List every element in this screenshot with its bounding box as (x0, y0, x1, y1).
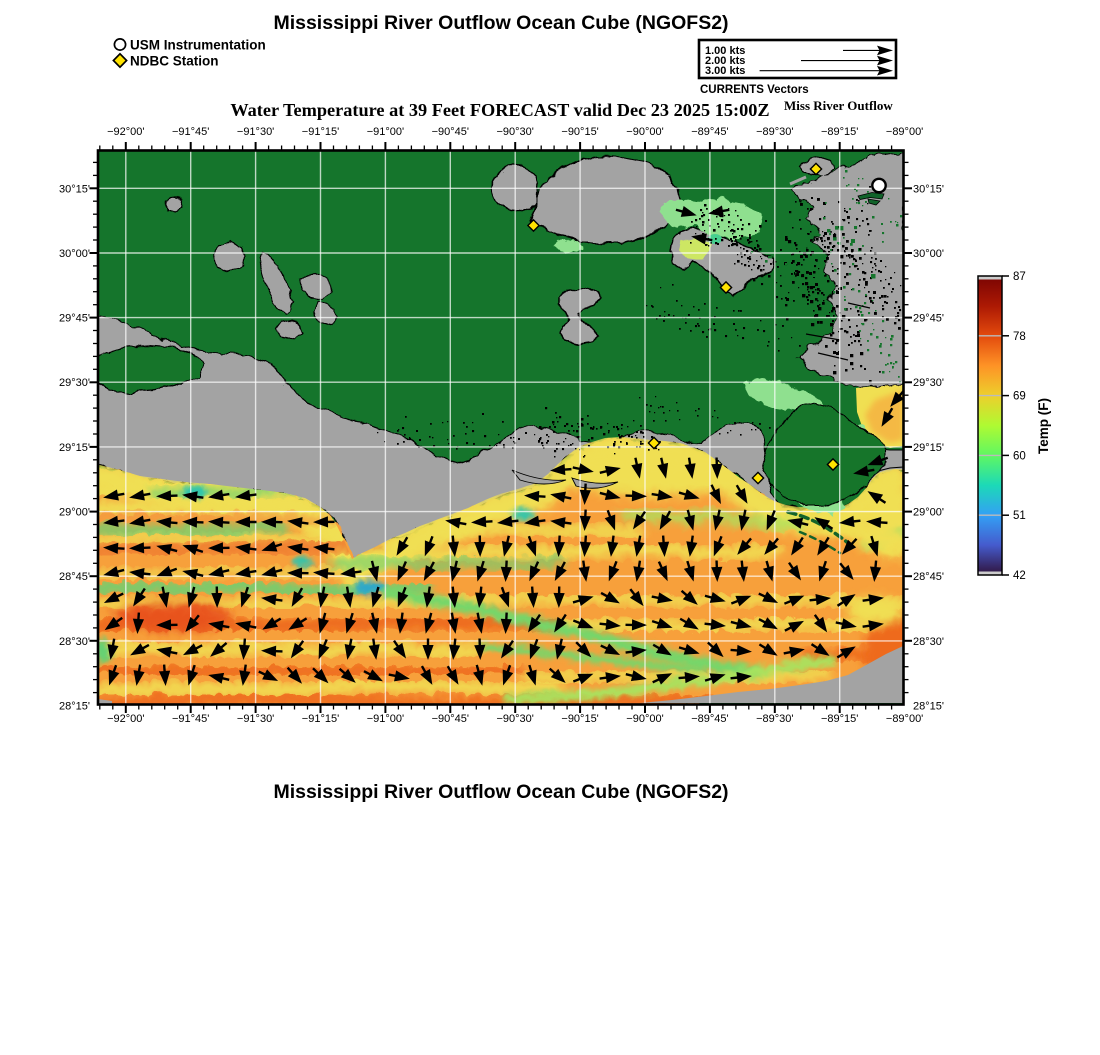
svg-text:30°15': 30°15' (59, 183, 90, 195)
svg-text:−89°45': −89°45' (691, 126, 728, 138)
svg-text:60: 60 (1013, 450, 1026, 462)
svg-text:−90°00': −90°00' (626, 126, 663, 138)
svg-text:28°30': 28°30' (913, 636, 944, 648)
svg-text:28°45': 28°45' (913, 571, 944, 583)
svg-text:29°15': 29°15' (913, 442, 944, 454)
svg-text:−90°45': −90°45' (432, 713, 469, 725)
svg-text:Water Temperature at 39 Feet F: Water Temperature at 39 Feet FORECAST va… (230, 100, 769, 120)
svg-text:−91°30': −91°30' (237, 713, 274, 725)
svg-text:Mississippi River Outflow Ocea: Mississippi River Outflow Ocean Cube (NG… (273, 781, 728, 803)
svg-text:2.00 kts: 2.00 kts (705, 55, 745, 67)
svg-text:−92°00': −92°00' (107, 126, 144, 138)
svg-text:29°30': 29°30' (913, 377, 944, 389)
svg-text:−91°15': −91°15' (302, 713, 339, 725)
svg-text:−91°30': −91°30' (237, 126, 274, 138)
svg-text:−90°00': −90°00' (626, 713, 663, 725)
svg-text:30°00': 30°00' (913, 248, 944, 260)
svg-text:USM Instrumentation: USM Instrumentation (130, 38, 266, 53)
svg-text:−89°00': −89°00' (886, 126, 923, 138)
svg-text:−89°15': −89°15' (821, 713, 858, 725)
svg-text:29°15': 29°15' (59, 442, 90, 454)
svg-text:29°00': 29°00' (913, 507, 944, 519)
svg-text:29°30': 29°30' (59, 377, 90, 389)
svg-text:−91°00': −91°00' (367, 126, 404, 138)
svg-text:28°45': 28°45' (59, 571, 90, 583)
svg-text:Temp (F): Temp (F) (1036, 398, 1051, 454)
svg-text:69: 69 (1013, 391, 1026, 403)
svg-text:1.00 kts: 1.00 kts (705, 45, 745, 57)
svg-text:29°00': 29°00' (59, 507, 90, 519)
svg-text:29°45': 29°45' (913, 313, 944, 325)
svg-text:−91°45': −91°45' (172, 126, 209, 138)
svg-text:−90°30': −90°30' (496, 126, 533, 138)
svg-text:−91°15': −91°15' (302, 126, 339, 138)
svg-text:−90°45': −90°45' (432, 126, 469, 138)
svg-text:28°30': 28°30' (59, 636, 90, 648)
svg-text:29°45': 29°45' (59, 313, 90, 325)
svg-text:28°15': 28°15' (913, 701, 944, 713)
svg-text:NDBC Station: NDBC Station (130, 54, 219, 69)
svg-text:−91°45': −91°45' (172, 713, 209, 725)
svg-text:−90°15': −90°15' (561, 713, 598, 725)
svg-text:−89°30': −89°30' (756, 713, 793, 725)
svg-text:−89°00': −89°00' (886, 713, 923, 725)
svg-text:−92°00': −92°00' (107, 713, 144, 725)
svg-text:78: 78 (1013, 331, 1026, 343)
svg-text:−90°30': −90°30' (496, 713, 533, 725)
svg-text:51: 51 (1013, 510, 1026, 522)
svg-text:30°15': 30°15' (913, 183, 944, 195)
svg-text:Mississippi River Outflow Ocea: Mississippi River Outflow Ocean Cube (NG… (273, 12, 728, 34)
svg-text:42: 42 (1013, 570, 1026, 582)
svg-text:Miss River Outflow: Miss River Outflow (784, 98, 893, 113)
svg-text:28°15': 28°15' (59, 701, 90, 713)
svg-text:−89°30': −89°30' (756, 126, 793, 138)
svg-text:CURRENTS Vectors: CURRENTS Vectors (700, 84, 809, 96)
svg-text:−90°15': −90°15' (561, 126, 598, 138)
svg-text:30°00': 30°00' (59, 248, 90, 260)
svg-text:−91°00': −91°00' (367, 713, 404, 725)
svg-text:87: 87 (1013, 271, 1026, 283)
svg-text:3.00 kts: 3.00 kts (705, 65, 745, 77)
svg-text:−89°15': −89°15' (821, 126, 858, 138)
svg-text:−89°45': −89°45' (691, 713, 728, 725)
